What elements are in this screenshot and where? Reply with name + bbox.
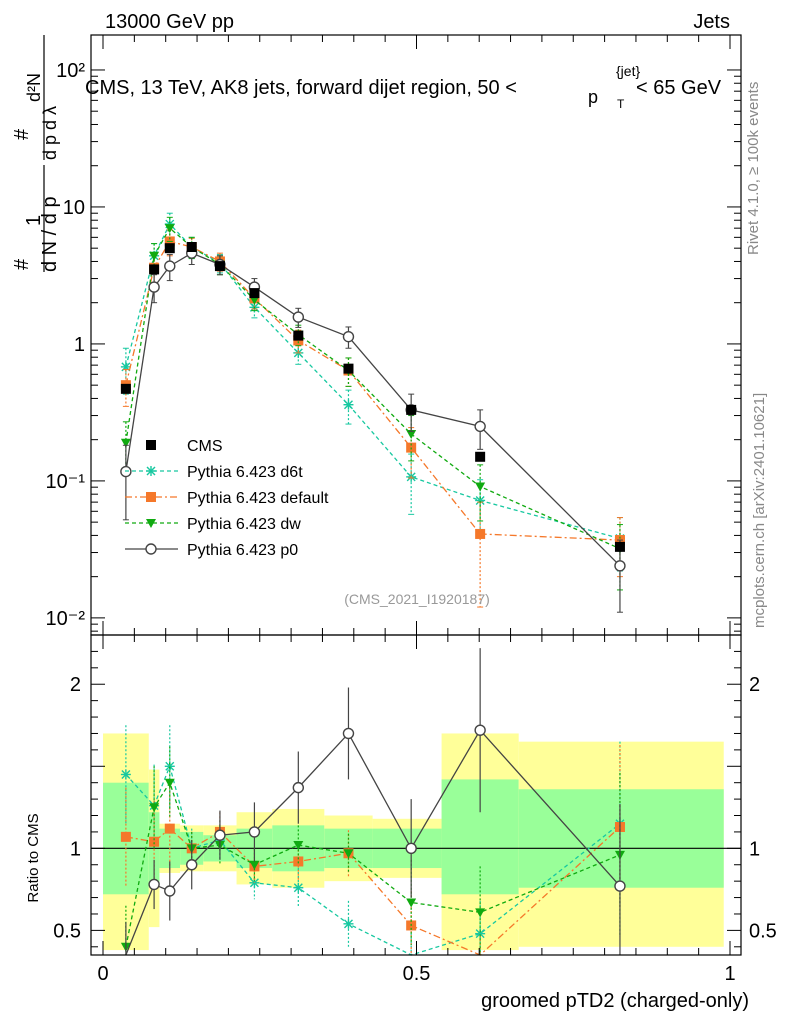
main-point-CMS-8: [406, 404, 417, 415]
main-point-d6t-7: [343, 399, 354, 410]
ratio-y-axis-label: Ratio to CMS: [25, 813, 42, 902]
main-point-p0-1: [148, 281, 160, 293]
ratio-line-default: [125, 826, 621, 956]
main-line-d6t: [125, 222, 621, 540]
legend-marker-default: [146, 492, 156, 502]
ratio-ytick-label-left-2: 2: [70, 674, 81, 696]
ratio-ytick-label-right-1: 1: [749, 838, 760, 860]
ylabel-one: 1: [23, 215, 45, 226]
xtick-label-2: 1: [724, 963, 735, 985]
plot-title: CMS, 13 TeV, AK8 jets, forward dijet reg…: [85, 63, 722, 111]
ratio-point-p0-8: [405, 842, 417, 855]
header-right: Jets: [693, 11, 730, 33]
main-point-p0-2: [164, 260, 176, 272]
xtick-label-0: 0: [97, 963, 108, 985]
ratio-point-dw-1: [149, 803, 160, 813]
ratio-point-dw-5: [249, 860, 260, 870]
ratio-point-d6t-0: [120, 769, 131, 780]
ratio-point-d6t-6: [293, 882, 304, 893]
legend-label-dw: Pythia 6.423 dw: [187, 516, 301, 533]
ratio-point-p0-9: [474, 724, 486, 736]
main-point-dw-1: [149, 251, 160, 261]
title-sub: T: [617, 97, 625, 111]
main-point-default-9: [475, 528, 486, 539]
analysis-label: (CMS_2021_I1920187): [344, 591, 490, 607]
ratio-point-dw-2: [164, 778, 175, 788]
legend-marker-d6t: [146, 466, 156, 476]
main-point-dw-2: [164, 224, 175, 234]
xtick-label-1: 0.5: [403, 963, 431, 985]
main-point-CMS-6: [293, 330, 304, 341]
ratio-point-default-1: [149, 836, 160, 847]
title-p: p: [588, 87, 598, 107]
ratio-point-default-0: [120, 831, 131, 842]
main-point-p0-7: [342, 330, 355, 343]
ratio-ytick-label-right-0: 0.5: [749, 920, 777, 942]
main-ytick-label-2: 1: [74, 334, 85, 356]
ratio-point-dw-9: [475, 908, 486, 918]
ratio-ytick-label-right-2: 2: [749, 674, 760, 696]
main-point-CMS-3: [186, 242, 197, 253]
legend-label-p0: Pythia 6.423 p0: [187, 542, 298, 559]
main-point-dw-9: [475, 482, 486, 492]
legend-marker-p0: [145, 543, 157, 555]
legend-label-d6t: Pythia 6.423 d6t: [187, 464, 303, 481]
title-tail: < 65 GeV: [636, 77, 722, 99]
ratio-point-p0-2: [164, 885, 176, 897]
ratio-point-dw-7: [343, 849, 354, 859]
rivet-label: Rivet 4.1.0, ≥ 100k events: [745, 82, 762, 255]
main-point-CMS-0: [120, 383, 131, 394]
header-left: 13000 GeV pp: [105, 11, 234, 33]
ylabel-dn-dpt: d N / d p: [39, 196, 61, 272]
ylabel-hash2: #: [11, 128, 33, 140]
ylabel-hash: #: [11, 258, 33, 270]
ylabel-dpt-dl: d p d λ: [40, 106, 60, 160]
main-ytick-label-4: 10²: [56, 60, 85, 82]
main-point-CMS-10: [614, 541, 625, 552]
main-point-dw-0: [120, 438, 131, 448]
x-axis-label: groomed pTD2 (charged-only): [481, 990, 749, 1012]
ratio-point-p0-5: [248, 826, 261, 838]
ratio-point-d6t-7: [343, 918, 354, 929]
legend-marker-CMS: [146, 440, 156, 450]
ratio-point-default-2: [164, 823, 175, 834]
main-point-p0-10: [614, 560, 626, 572]
ratio-point-dw-6: [293, 841, 304, 851]
ratio-ytick-label-left-0: 0.5: [53, 920, 81, 942]
title-sup: {jet}: [616, 63, 640, 79]
ratio-point-p0-4: [214, 829, 226, 841]
ratio-point-p0-3: [186, 859, 198, 871]
main-ytick-label-1: 10⁻¹: [46, 471, 86, 493]
title-main: CMS, 13 TeV, AK8 jets, forward dijet reg…: [85, 77, 517, 99]
main-ytick-label-0: 10⁻²: [46, 608, 86, 630]
legend-marker-dw: [146, 519, 156, 528]
ratio-point-p0-1: [148, 878, 160, 891]
main-point-CMS-7: [343, 363, 354, 374]
main-y-axis-label: # 1 d N / d p # d²N d p d λ: [11, 35, 61, 272]
main-point-CMS-1: [149, 264, 160, 275]
mcplots-label: mcplots.cern.ch [arXiv:2401.10621]: [751, 393, 768, 628]
main-point-CMS-4: [214, 261, 225, 272]
main-point-p0-9: [474, 420, 486, 433]
main-point-dw-8: [406, 430, 417, 440]
legend-label-default: Pythia 6.423 default: [187, 490, 329, 507]
main-point-CMS-9: [475, 451, 486, 462]
main-point-p0-6: [292, 311, 305, 323]
ratio-point-p0-6: [292, 781, 305, 794]
main-point-CMS-2: [164, 243, 175, 254]
ratio-ytick-label-left-1: 1: [70, 838, 81, 860]
ratio-point-p0-10: [614, 880, 626, 892]
band-inner-10: [518, 789, 724, 888]
main-ytick-label-3: 10: [63, 197, 85, 219]
legend-label-CMS: CMS: [187, 438, 223, 455]
ylabel-d2n: d²N: [24, 73, 44, 102]
main-point-CMS-5: [249, 288, 260, 299]
ratio-point-p0-7: [342, 727, 355, 740]
ratio-point-dw-8: [406, 898, 417, 908]
